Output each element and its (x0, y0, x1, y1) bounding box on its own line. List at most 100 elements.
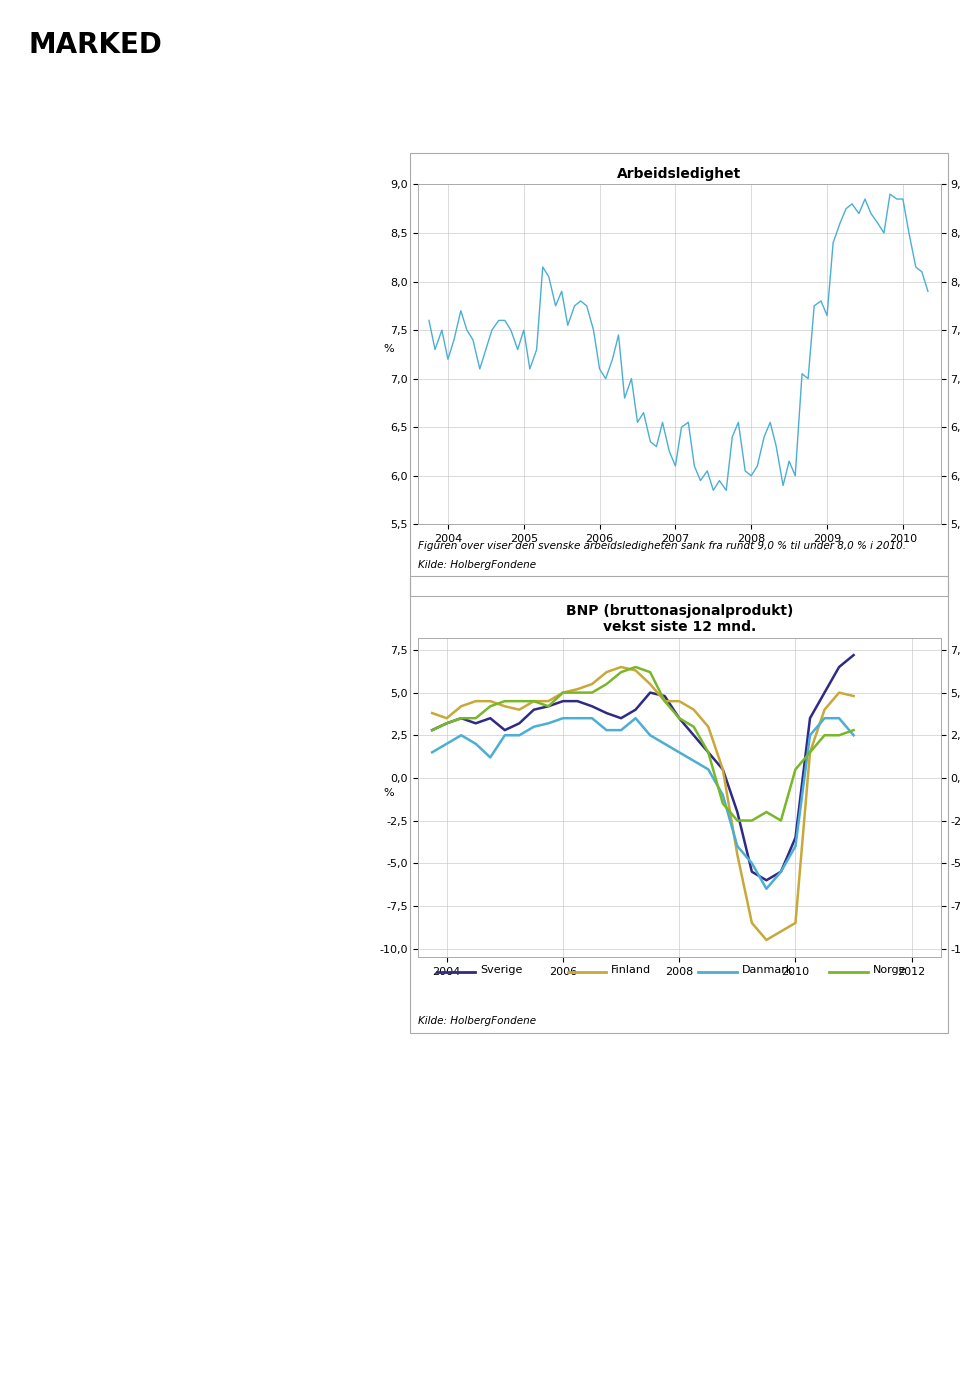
Norge (470, 710, 482, 727)
Finland (819, 702, 830, 718)
Danmark (790, 838, 802, 854)
Danmark (542, 714, 554, 731)
Text: Kilde: HolbergFondene: Kilde: HolbergFondene (418, 560, 536, 570)
Sverige (455, 710, 467, 727)
Danmark (499, 727, 511, 743)
Danmark (775, 864, 786, 881)
Finland (746, 914, 757, 931)
Finland (485, 694, 496, 710)
Danmark (688, 753, 700, 770)
Danmark (732, 838, 743, 854)
Norge (615, 664, 627, 681)
Norge (514, 694, 525, 710)
Finland (630, 662, 641, 678)
Norge (819, 727, 830, 743)
Danmark (470, 735, 482, 752)
Danmark (426, 743, 438, 760)
Danmark (717, 786, 729, 803)
Finland (441, 710, 452, 727)
Line: Sverige: Sverige (432, 655, 853, 881)
Norge (732, 813, 743, 829)
Finland (528, 694, 540, 710)
Norge (644, 664, 656, 681)
Danmark (587, 710, 598, 727)
Danmark (485, 749, 496, 766)
Sverige (601, 705, 612, 721)
Finland (557, 684, 568, 700)
Norge (572, 684, 584, 700)
Danmark (514, 727, 525, 743)
Finland (499, 698, 511, 714)
Norge (485, 698, 496, 714)
Text: Norge: Norge (873, 965, 906, 975)
Finland (601, 664, 612, 681)
Norge (630, 659, 641, 675)
Sverige (674, 710, 685, 727)
Finland (833, 684, 845, 700)
Norge (775, 813, 786, 829)
Danmark (703, 761, 714, 778)
Sverige (615, 710, 627, 727)
Text: Danmark: Danmark (741, 965, 793, 975)
Sverige (833, 659, 845, 675)
Text: Kilde: HolbergFondene: Kilde: HolbergFondene (418, 1017, 536, 1026)
Sverige (644, 684, 656, 700)
Norge (542, 698, 554, 714)
Norge (587, 684, 598, 700)
Finland (703, 718, 714, 735)
Danmark (760, 881, 772, 897)
Finland (615, 659, 627, 675)
Sverige (542, 698, 554, 714)
Finland (688, 702, 700, 718)
Line: Danmark: Danmark (432, 718, 853, 889)
Title: Arbeidsledighet: Arbeidsledighet (617, 166, 741, 180)
Y-axis label: %: % (383, 788, 395, 798)
Sverige (688, 727, 700, 743)
Sverige (746, 864, 757, 881)
Y-axis label: %: % (383, 344, 395, 355)
Line: Norge: Norge (432, 667, 853, 821)
Danmark (601, 721, 612, 738)
Norge (790, 761, 802, 778)
Danmark (746, 854, 757, 871)
Sverige (499, 721, 511, 738)
Danmark (848, 727, 859, 743)
Text: Figuren over viser den svenske arbeidsledigheten sank fra rundt 9,0 % til under : Figuren over viser den svenske arbeidsle… (418, 541, 905, 551)
Sverige (703, 743, 714, 760)
Danmark (528, 718, 540, 735)
Finland (455, 698, 467, 714)
Finland (659, 694, 670, 710)
Danmark (557, 710, 568, 727)
Finland (732, 846, 743, 863)
Norge (703, 743, 714, 760)
Norge (746, 813, 757, 829)
Sverige (804, 710, 816, 727)
Sverige (630, 702, 641, 718)
Finland (674, 694, 685, 710)
Title: BNP (bruttonasjonalprodukt)
vekst siste 12 mnd.: BNP (bruttonasjonalprodukt) vekst siste … (565, 603, 793, 634)
Sverige (470, 714, 482, 731)
Finland (760, 932, 772, 949)
Text: Finland: Finland (611, 965, 651, 975)
Sverige (775, 864, 786, 881)
Danmark (659, 735, 670, 752)
Norge (601, 675, 612, 692)
Sverige (514, 714, 525, 731)
Norge (659, 694, 670, 710)
Sverige (441, 714, 452, 731)
Finland (572, 681, 584, 698)
Norge (528, 694, 540, 710)
Norge (426, 721, 438, 738)
Norge (674, 710, 685, 727)
Sverige (848, 646, 859, 663)
Finland (644, 675, 656, 692)
Danmark (455, 727, 467, 743)
Sverige (528, 702, 540, 718)
Finland (790, 914, 802, 931)
Finland (470, 694, 482, 710)
Danmark (630, 710, 641, 727)
Danmark (615, 721, 627, 738)
Sverige (587, 698, 598, 714)
Finland (717, 761, 729, 778)
Norge (455, 710, 467, 727)
